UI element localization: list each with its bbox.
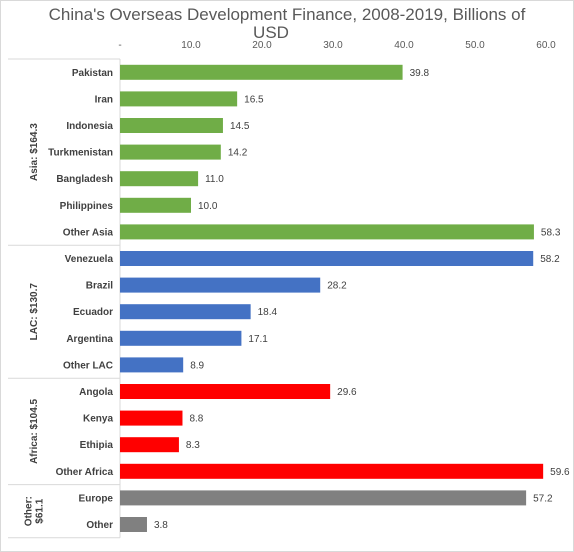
category-label: Other LAC <box>63 360 113 371</box>
category-label: Venezuela <box>65 254 114 265</box>
bar <box>120 490 527 506</box>
chart-title-line-2: USD <box>253 23 289 42</box>
category-label: Brazil <box>86 281 113 292</box>
bar <box>120 277 321 293</box>
category-label: Other <box>86 520 113 531</box>
category-label: Other Asia <box>63 227 114 238</box>
category-label: Other Africa <box>56 467 114 478</box>
bar <box>120 330 242 346</box>
bar <box>120 91 238 107</box>
data-label: 58.3 <box>541 227 561 238</box>
data-label: 57.2 <box>533 493 553 504</box>
category-label: Indonesia <box>66 121 113 132</box>
data-label: 8.9 <box>190 360 204 371</box>
bar <box>120 517 147 532</box>
data-label: 29.6 <box>337 387 357 398</box>
group-label: Africa: $104.5 <box>29 398 40 463</box>
data-label: 58.2 <box>540 254 560 265</box>
group-label: $61.1 <box>35 498 46 523</box>
bar <box>120 357 184 373</box>
bar <box>120 384 331 399</box>
category-label: Kenya <box>83 414 113 425</box>
data-label: 59.6 <box>550 467 570 478</box>
bar <box>120 64 403 80</box>
category-label: Bangladesh <box>56 174 113 185</box>
data-label: 17.1 <box>248 334 268 345</box>
bar <box>120 410 183 426</box>
data-label: 8.8 <box>189 414 203 425</box>
x-tick-label: 10.0 <box>181 40 201 51</box>
data-label: 16.5 <box>244 94 264 105</box>
bar <box>120 251 534 266</box>
data-label: 10.0 <box>198 201 218 212</box>
category-label: Argentina <box>66 334 113 345</box>
bar <box>120 437 179 453</box>
x-tick-label: 30.0 <box>323 40 343 51</box>
bar <box>120 171 199 187</box>
bar <box>120 304 251 320</box>
data-label: 11.0 <box>205 174 224 185</box>
category-label: Europe <box>79 493 114 504</box>
bar <box>120 197 191 213</box>
x-tick-label: - <box>118 40 121 51</box>
category-label: Ecuador <box>73 307 113 318</box>
x-tick-label: 40.0 <box>394 40 414 51</box>
data-label: 8.3 <box>186 440 200 451</box>
data-label: 14.5 <box>230 121 250 132</box>
group-label: LAC: $130.7 <box>29 283 40 341</box>
data-label: 39.8 <box>410 68 430 79</box>
x-tick-label: 20.0 <box>252 40 272 51</box>
data-label: 18.4 <box>258 307 278 318</box>
data-label: 3.8 <box>154 520 168 531</box>
category-label: Turkmenistan <box>48 148 113 159</box>
data-label: 14.2 <box>228 148 248 159</box>
bar <box>120 463 544 479</box>
data-label: 28.2 <box>327 281 347 292</box>
group-label: Other: <box>24 496 35 526</box>
category-label: Ethipia <box>80 440 114 451</box>
group-label: Asia: $164.3 <box>29 123 40 181</box>
bar <box>120 144 221 160</box>
category-label: Philippines <box>60 201 114 212</box>
category-label: Angola <box>79 387 113 398</box>
x-tick-label: 60.0 <box>536 40 556 51</box>
x-tick-label: 50.0 <box>465 40 485 51</box>
category-label: Pakistan <box>72 68 113 79</box>
bar <box>120 224 534 240</box>
category-label: Iran <box>95 94 113 105</box>
chart-title-line-1: China's Overseas Development Finance, 20… <box>49 5 526 24</box>
bar <box>120 118 223 133</box>
